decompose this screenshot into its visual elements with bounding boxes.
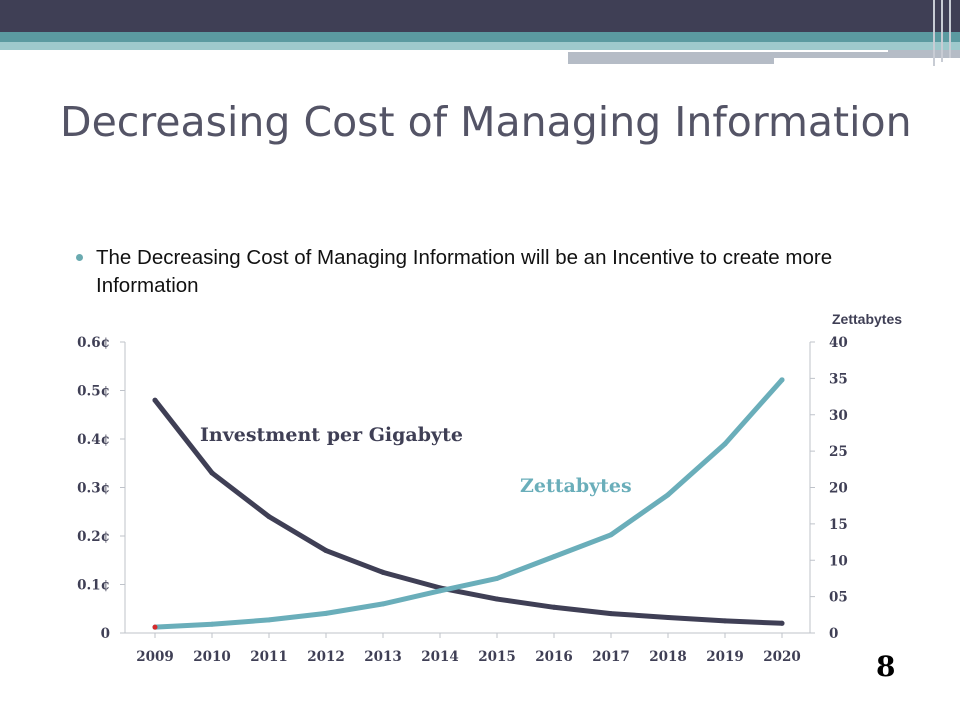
data-point [266, 617, 272, 623]
data-point [722, 618, 728, 624]
right-tick-label: 40 [829, 335, 848, 351]
x-tick-label: 2013 [364, 649, 402, 665]
right-tick-label: 25 [829, 444, 848, 460]
right-tick-label: 10 [829, 553, 848, 569]
data-point [551, 554, 557, 560]
data-point [608, 532, 614, 538]
x-tick-label: 2015 [478, 649, 516, 665]
bullet-icon [76, 254, 83, 261]
right-axis-title: Zettabytes [832, 311, 902, 327]
right-tick-label: 35 [829, 371, 848, 387]
right-tick-label: 0 [829, 626, 838, 642]
slide-title: Decreasing Cost of Managing Information [60, 98, 912, 146]
x-tick-label: 2011 [250, 649, 288, 665]
data-point [779, 620, 785, 626]
data-point [380, 569, 386, 575]
left-tick-label: 0 [101, 626, 110, 642]
series-line-zettabytes [152, 377, 785, 630]
header-teal-bar [0, 32, 960, 42]
header-white-line [568, 50, 888, 52]
header-grey-bar-right [774, 50, 960, 58]
header-corner-decoration [933, 0, 951, 66]
data-point [494, 575, 500, 581]
x-tick-label: 2019 [706, 649, 744, 665]
header-grey-bar-left [568, 50, 774, 64]
series-line-investment [152, 397, 785, 626]
data-point [323, 548, 329, 554]
data-point [665, 614, 671, 620]
data-point [551, 604, 557, 610]
right-tick-label: 20 [829, 481, 848, 497]
data-point [494, 596, 500, 602]
right-tick-label: 05 [829, 590, 848, 606]
data-point [323, 610, 329, 616]
x-tick-label: 2012 [307, 649, 345, 665]
left-tick-label: 0.4¢ [77, 432, 110, 448]
x-tick-label: 2010 [193, 649, 231, 665]
data-point [266, 514, 272, 520]
header-dark-bar [0, 0, 960, 32]
series-label-investment: Investment per Gigabyte [200, 424, 463, 446]
series-label-zettabytes: Zettabytes [520, 475, 632, 497]
left-tick-label: 0.3¢ [77, 481, 110, 497]
data-point [779, 377, 785, 383]
left-tick-label: 0.6¢ [77, 335, 110, 351]
x-tick-label: 2018 [649, 649, 687, 665]
data-point [209, 621, 215, 627]
left-tick-label: 0.2¢ [77, 529, 110, 545]
data-point [608, 611, 614, 617]
data-point [722, 441, 728, 447]
left-tick-label: 0.1¢ [77, 578, 110, 594]
x-tick-label: 2017 [592, 649, 630, 665]
page-number: 8 [876, 650, 896, 683]
x-tick-label: 2014 [421, 649, 459, 665]
data-point [665, 492, 671, 498]
data-point [380, 601, 386, 607]
header-light-teal-bar [0, 42, 960, 50]
left-tick-label: 0.5¢ [77, 384, 110, 400]
data-point [152, 397, 158, 403]
bullet-text: The Decreasing Cost of Managing Informat… [96, 246, 833, 297]
data-point [437, 588, 443, 594]
data-point [209, 470, 215, 476]
x-tick-label: 2016 [535, 649, 573, 665]
start-marker [152, 624, 158, 630]
right-tick-label: 15 [829, 517, 848, 533]
x-tick-label: 2009 [136, 649, 174, 665]
right-tick-label: 30 [829, 408, 848, 424]
x-tick-label: 2020 [763, 649, 801, 665]
cost-vs-zettabytes-chart: 0 0.1¢ 0.2¢ 0.3¢ 0.4¢ 0.5¢ 0.6¢ 0 05 10 15 20 25 30 35… [77, 311, 902, 665]
